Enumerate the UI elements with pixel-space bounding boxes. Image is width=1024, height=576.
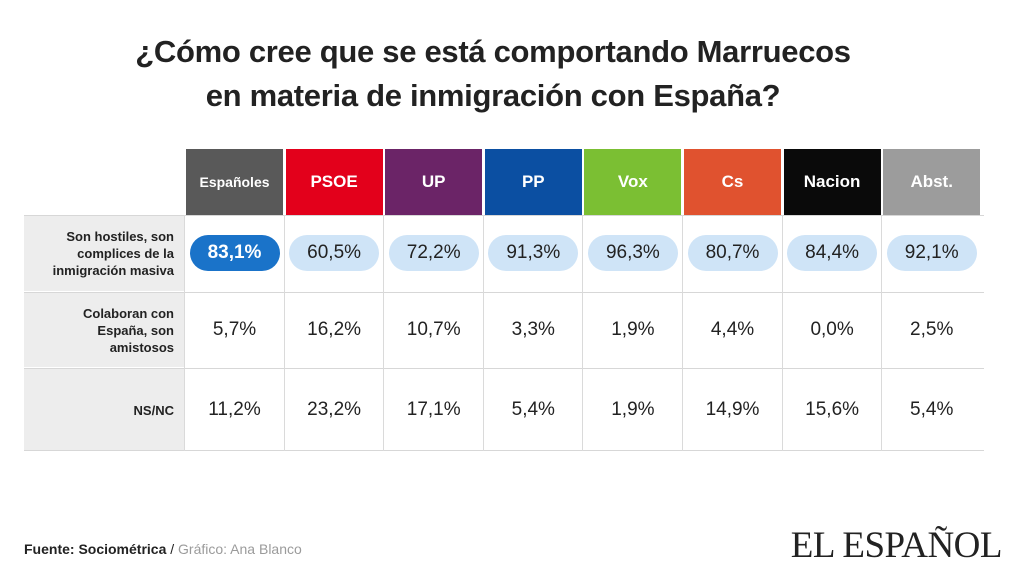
column-header-3: PP [484,149,582,215]
column-divider-2 [383,215,385,451]
row-label-1-line-0: Colaboran con [82,305,174,321]
row-label-1-line-1: España, son [97,322,174,338]
value-cell-2-3: 5,4% [511,399,555,420]
value-cell-2-1: 23,2% [307,399,362,420]
value-pill-0-2: 72,2% [388,235,479,271]
column-divider-1 [283,215,285,451]
value-cell-1-5: 4,4% [710,319,755,340]
value-pill-0-0: 83,1% [189,235,280,271]
value-cell-1-7: 2,5% [910,319,954,340]
value-pill-0-1: 60,5% [289,235,380,271]
row-label-0-line-2: inmigración masiva [52,262,174,278]
column-header-4: Vox [584,149,682,215]
value-cell-1-4: 1,9% [611,319,655,340]
el-espanol-logo: EL ESPAÑOL [790,525,1003,566]
value-cell-2-7: 5,4% [910,399,954,420]
row-divider-1 [24,292,984,293]
row-label-2-line-0: NS/NC [133,402,174,418]
column-divider-6 [781,215,783,451]
column-header-6: Nacion [783,149,881,215]
footer-separator: / [166,541,179,557]
row-divider-0 [24,215,984,216]
chart-title-line-1: ¿Cómo cree que se está comportando Marru… [135,34,851,69]
row-divider-2 [24,368,984,369]
value-cell-1-0: 5,7% [212,319,257,340]
row-label-0-line-0: Son hostiles, son [66,228,174,244]
column-header-0: Españoles [186,149,283,215]
value-cell-1-3: 3,3% [511,319,555,340]
column-divider-3 [482,215,484,451]
source-label: Fuente: Sociométrica [24,541,167,557]
value-cell-1-1: 16,2% [307,319,362,340]
credit-label: Gráfico: Ana Blanco [178,541,302,557]
value-cell-2-2: 17,1% [406,399,461,420]
column-divider-7 [881,215,883,451]
value-pill-0-3: 91,3% [488,235,579,271]
source-footer: Fuente: Sociométrica / Gráfico: Ana Blan… [24,541,302,557]
chart-title: ¿Cómo cree que se está comportando Marru… [0,30,986,118]
value-cell-1-6: 0,0% [810,319,854,340]
row-label-bg-2 [24,369,185,451]
column-header-2: UP [385,149,483,215]
row-divider-3 [24,450,984,451]
row-label-1-line-2: amistosos [109,339,174,355]
value-pill-0-4: 96,3% [587,235,678,271]
column-header-5: Cs [684,149,781,215]
column-divider-4 [582,215,584,451]
value-pill-0-7: 92,1% [886,235,977,271]
value-cell-2-5: 14,9% [705,399,760,420]
value-pill-0-5: 80,7% [687,235,778,271]
value-cell-1-2: 10,7% [406,319,461,340]
chart-title-line-2: en materia de inmigración con España? [205,78,781,113]
row-label-bg-1 [24,293,185,367]
results-table: Españoles PSOE UP PP Vox Cs Nacion Abst. Son hos… [24,149,984,451]
value-cell-2-0: 11,2% [208,399,261,420]
row-label-0-line-1: complices de la [77,245,174,261]
row-label-bg-0 [24,215,185,291]
column-header-1: PSOE [285,149,383,215]
value-cell-2-6: 15,6% [805,399,860,420]
column-divider-5 [682,215,683,451]
value-cell-2-4: 1,9% [611,399,655,420]
column-divider-0 [184,215,185,451]
column-header-7: Abst. [883,149,981,215]
value-pill-0-6: 84,4% [787,235,878,271]
